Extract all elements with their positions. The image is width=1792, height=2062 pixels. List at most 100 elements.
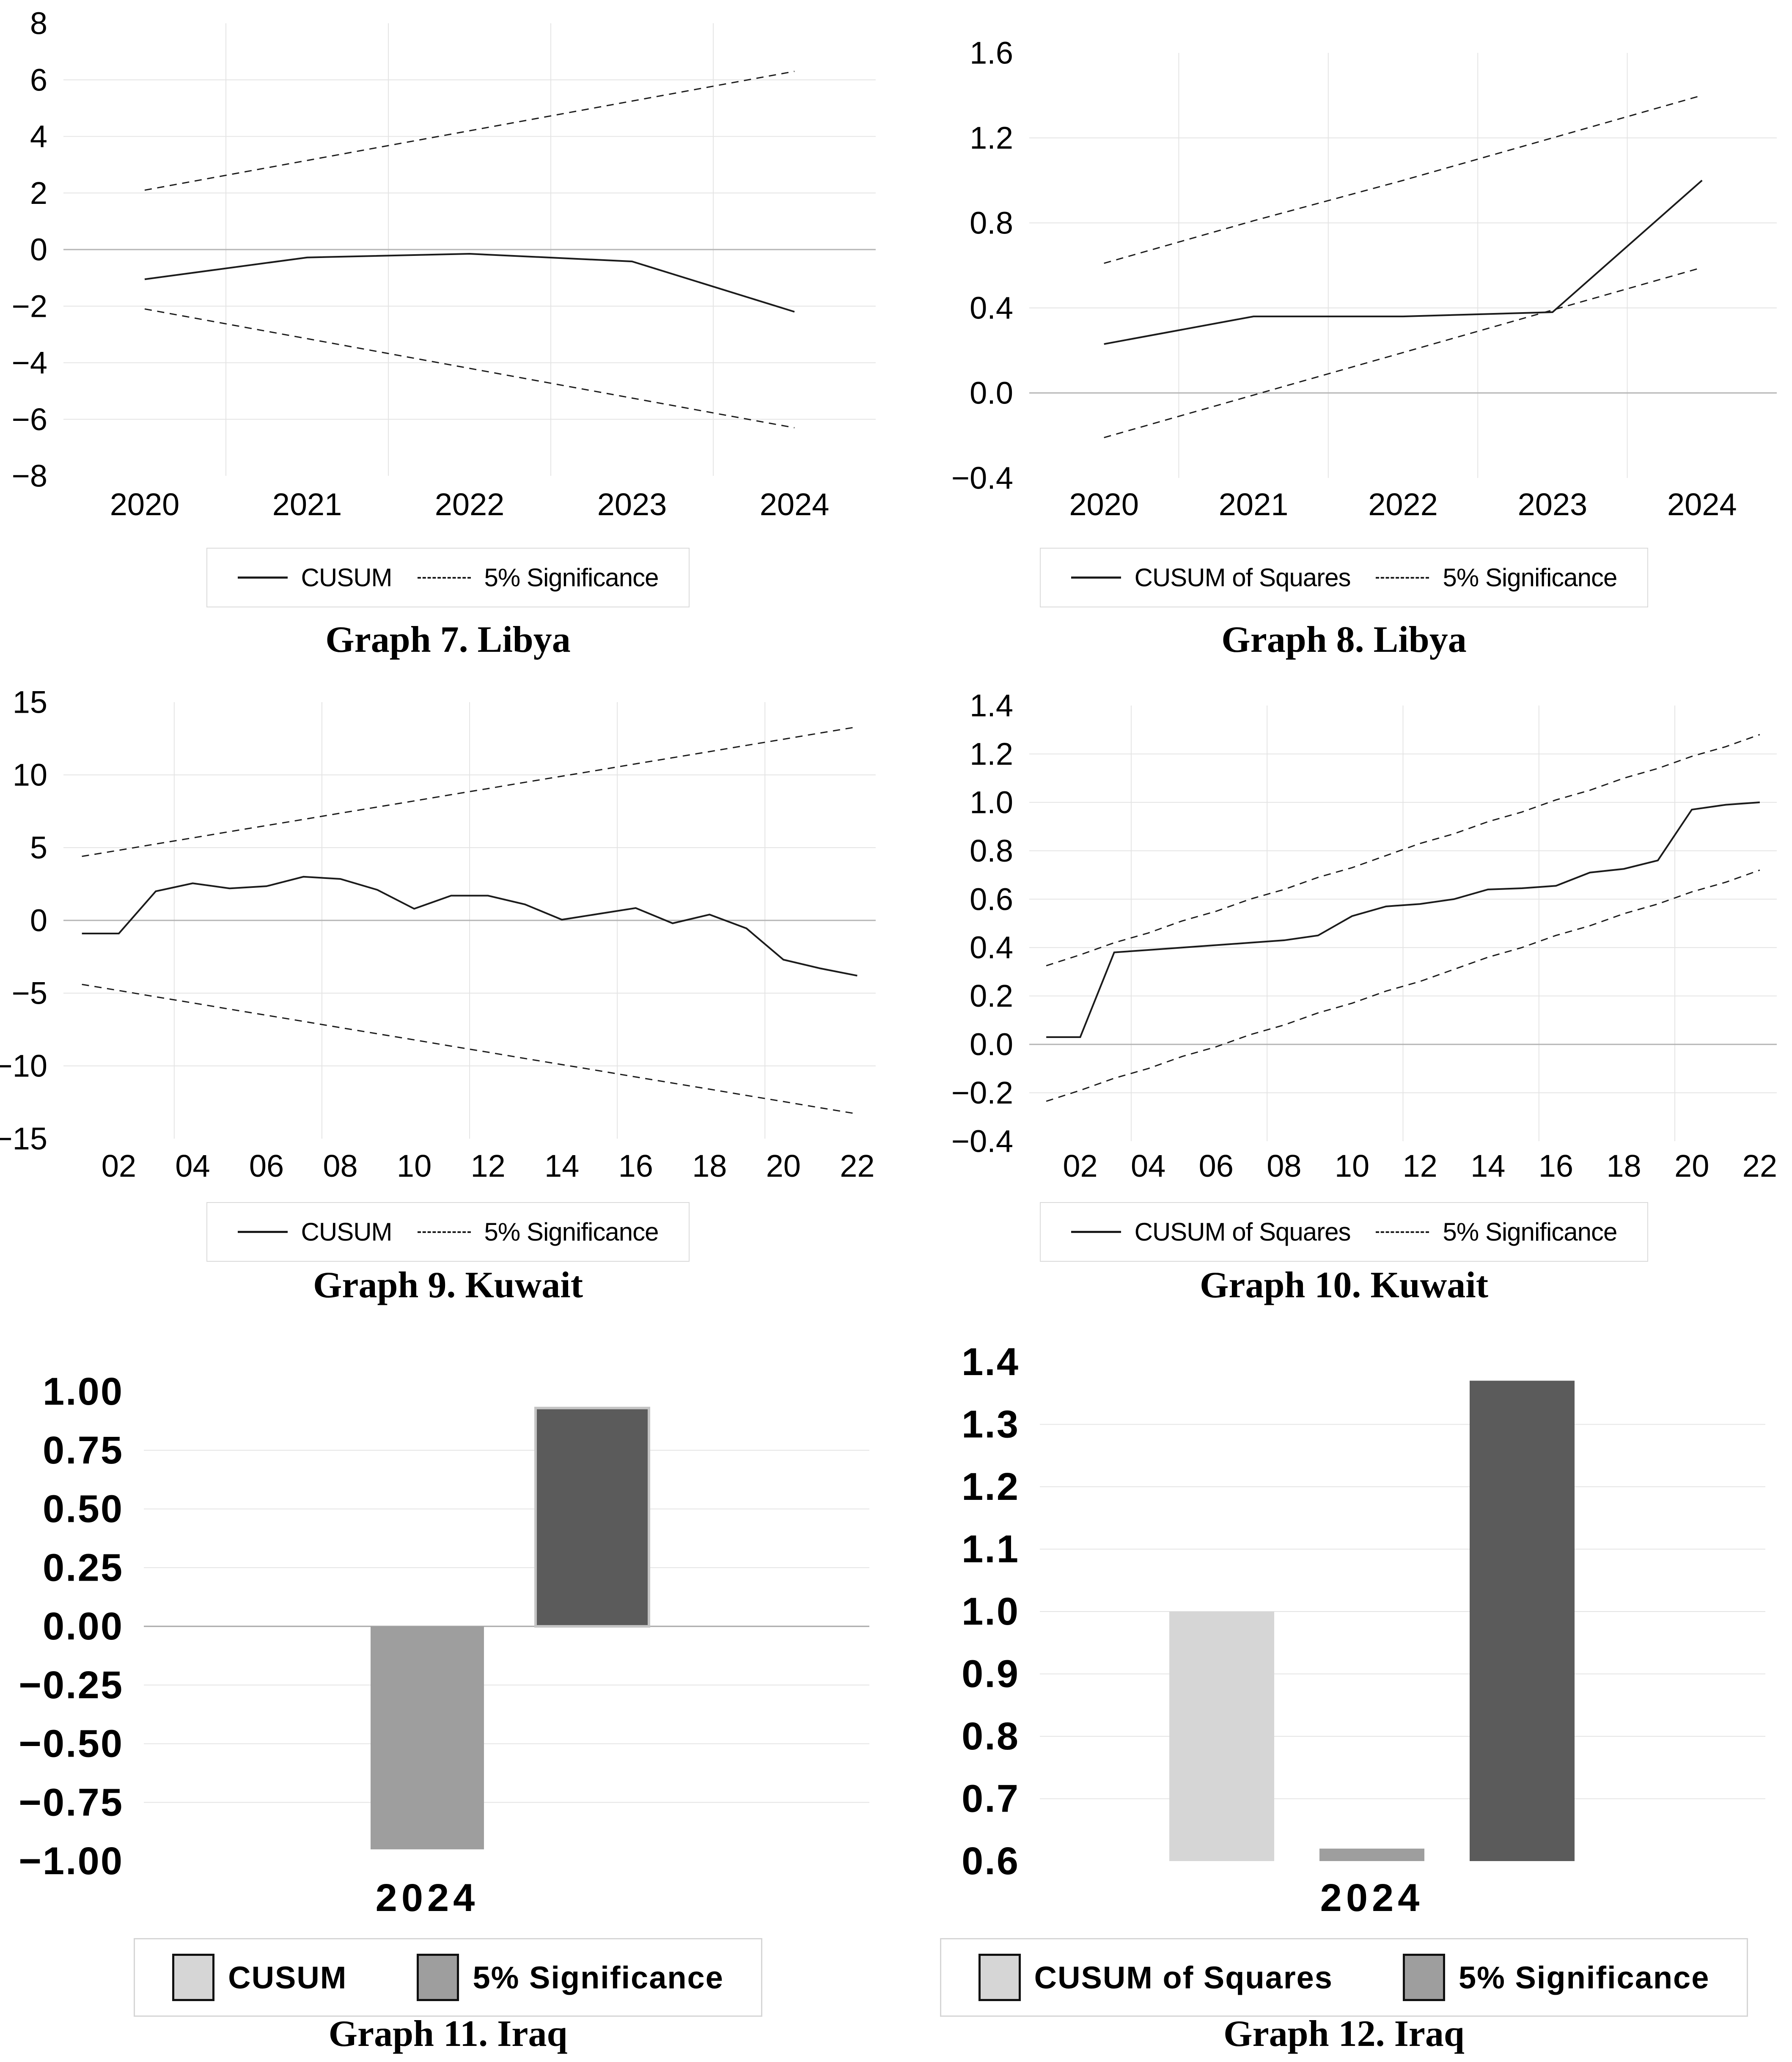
graph10-legend: CUSUM of Squares 5% Significance	[1039, 1202, 1649, 1262]
svg-text:1.00: 1.00	[43, 1370, 124, 1413]
svg-text:22: 22	[1743, 1148, 1777, 1183]
svg-text:06: 06	[1199, 1148, 1234, 1183]
svg-text:2022: 2022	[435, 487, 505, 522]
svg-text:0.7: 0.7	[962, 1777, 1020, 1820]
graph7-legend: CUSUM 5% Significance	[206, 548, 690, 607]
svg-text:0.00: 0.00	[43, 1605, 124, 1648]
solid-line-icon	[237, 577, 288, 579]
legend-label: CUSUM of Squares	[1134, 563, 1351, 592]
svg-text:0.2: 0.2	[970, 978, 1013, 1013]
svg-text:14: 14	[544, 1148, 579, 1183]
chart-cell-graph12: 1.4 1.3 1.2 1.1 1.0 0.9 0.8 0.7 0.6 2024 CUSUM of…	[896, 1307, 1792, 2062]
svg-text:0.8: 0.8	[962, 1715, 1020, 1758]
legend-item: CUSUM of Squares	[978, 1954, 1333, 2001]
svg-text:2020: 2020	[1069, 487, 1139, 522]
graph7-caption: Graph 7. Libya	[325, 619, 571, 660]
svg-text:0.4: 0.4	[970, 291, 1013, 326]
graph12-caption: Graph 12. Iraq	[1223, 2013, 1465, 2054]
svg-text:−0.50: −0.50	[19, 1722, 124, 1765]
svg-text:−0.4: −0.4	[951, 461, 1013, 496]
graph8-legend: CUSUM of Squares 5% Significance	[1039, 548, 1649, 607]
svg-text:0: 0	[30, 232, 47, 267]
svg-text:−15: −15	[0, 1121, 47, 1156]
graph12-legend: CUSUM of Squares 5% Significance	[940, 1938, 1748, 2017]
svg-text:15: 15	[13, 685, 47, 720]
graph11-plot: 1.00 0.75 0.50 0.25 0.00 −0.25 −0.50 −0.75 −1.00…	[19, 1370, 869, 1919]
svg-text:1.2: 1.2	[962, 1465, 1020, 1508]
legend-label: 5% Significance	[1458, 1960, 1710, 1995]
svg-text:0.6: 0.6	[962, 1840, 1020, 1883]
svg-text:−0.25: −0.25	[19, 1664, 124, 1707]
svg-text:12: 12	[470, 1148, 505, 1183]
legend-item: 5% Significance	[417, 563, 659, 592]
svg-text:2024: 2024	[376, 1876, 479, 1919]
svg-text:0.8: 0.8	[970, 206, 1013, 241]
legend-item: CUSUM of Squares	[1071, 563, 1351, 592]
svg-text:14: 14	[1470, 1148, 1505, 1183]
graph11-caption: Graph 11. Iraq	[328, 2013, 568, 2054]
svg-text:1.2: 1.2	[970, 121, 1013, 156]
legend-item: CUSUM	[172, 1954, 347, 2001]
svg-text:0.9: 0.9	[962, 1653, 1020, 1696]
legend-item: 5% Significance	[1376, 563, 1617, 592]
svg-text:2024: 2024	[760, 487, 830, 522]
dashed-line-icon	[417, 577, 471, 579]
graph9-legend: CUSUM 5% Significance	[206, 1202, 690, 1262]
svg-text:2022: 2022	[1368, 487, 1438, 522]
svg-text:18: 18	[1606, 1148, 1641, 1183]
svg-text:−2: −2	[12, 288, 47, 324]
solid-line-icon	[237, 1231, 288, 1233]
dashed-line-icon	[1376, 577, 1429, 579]
svg-text:0.8: 0.8	[970, 833, 1013, 868]
svg-text:2024: 2024	[1667, 487, 1737, 522]
svg-text:10: 10	[397, 1148, 432, 1183]
svg-text:2020: 2020	[110, 487, 180, 522]
svg-text:0.0: 0.0	[970, 1027, 1013, 1062]
legend-label: 5% Significance	[473, 1960, 724, 1995]
legend-item: CUSUM of Squares	[1071, 1217, 1351, 1247]
legend-item: 5% Significance	[1376, 1217, 1617, 1247]
svg-text:0.0: 0.0	[970, 376, 1013, 411]
graph9-plot: 15 10 5 0 −5 −10 −15 02 04 06 08 10 12 14 16 18 20 22	[0, 685, 876, 1183]
graph12-plot: 1.4 1.3 1.2 1.1 1.0 0.9 0.8 0.7 0.6 2024	[962, 1340, 1765, 1919]
svg-text:16: 16	[618, 1148, 653, 1183]
chart-cell-graph11: 1.00 0.75 0.50 0.25 0.00 −0.25 −0.50 −0.75 −1.00…	[0, 1307, 896, 2062]
legend-label: 5% Significance	[484, 563, 659, 592]
solid-line-icon	[1071, 1231, 1121, 1233]
svg-text:0: 0	[30, 903, 47, 938]
svg-text:4: 4	[30, 119, 47, 154]
graph7-plot: 8 6 4 2 0 −2 −4 −6 −8 2020 2021 2022 2023 2024	[12, 6, 876, 522]
graph10-caption: Graph 10. Kuwait	[1199, 1265, 1489, 1306]
legend-item: 5% Significance	[417, 1217, 659, 1247]
svg-text:1.4: 1.4	[970, 688, 1013, 723]
svg-text:2: 2	[30, 176, 47, 211]
svg-text:02: 02	[102, 1148, 136, 1183]
svg-text:−0.75: −0.75	[19, 1781, 124, 1824]
svg-text:−4: −4	[12, 345, 47, 380]
legend-swatch-icon	[172, 1954, 215, 2001]
svg-text:−8: −8	[12, 459, 47, 494]
svg-text:20: 20	[766, 1148, 801, 1183]
graph10-plot: 1.4 1.2 1.0 0.8 0.6 0.4 0.2 0.0 −0.2 −0.4 02 04 06 08…	[951, 688, 1777, 1184]
legend-label: 5% Significance	[1443, 563, 1617, 592]
svg-text:0.50: 0.50	[43, 1488, 124, 1531]
legend-item: 5% Significance	[1402, 1954, 1710, 2001]
svg-text:20: 20	[1674, 1148, 1709, 1183]
svg-text:02: 02	[1063, 1148, 1097, 1183]
chart-cell-graph7: 8 6 4 2 0 −2 −4 −6 −8 2020 2021 2022 2023 2024 CUSUM 5…	[0, 0, 896, 685]
solid-line-icon	[1071, 577, 1121, 579]
svg-text:1.0: 1.0	[962, 1590, 1020, 1633]
svg-text:10: 10	[13, 758, 47, 793]
svg-text:10: 10	[1335, 1148, 1369, 1183]
svg-text:5: 5	[30, 830, 47, 865]
legend-label: 5% Significance	[484, 1218, 659, 1246]
svg-text:2021: 2021	[272, 487, 342, 522]
legend-item: CUSUM	[237, 1217, 393, 1247]
svg-text:−1.00: −1.00	[19, 1840, 124, 1883]
chart-cell-graph8: 1.6 1.2 0.8 0.4 0.0 −0.4 2020 2021 2022 2023 2024 …	[896, 0, 1792, 685]
svg-text:6: 6	[30, 62, 47, 97]
svg-text:04: 04	[175, 1148, 210, 1183]
svg-text:08: 08	[323, 1148, 357, 1183]
svg-text:2023: 2023	[1518, 487, 1588, 522]
svg-text:1.0: 1.0	[970, 785, 1013, 820]
